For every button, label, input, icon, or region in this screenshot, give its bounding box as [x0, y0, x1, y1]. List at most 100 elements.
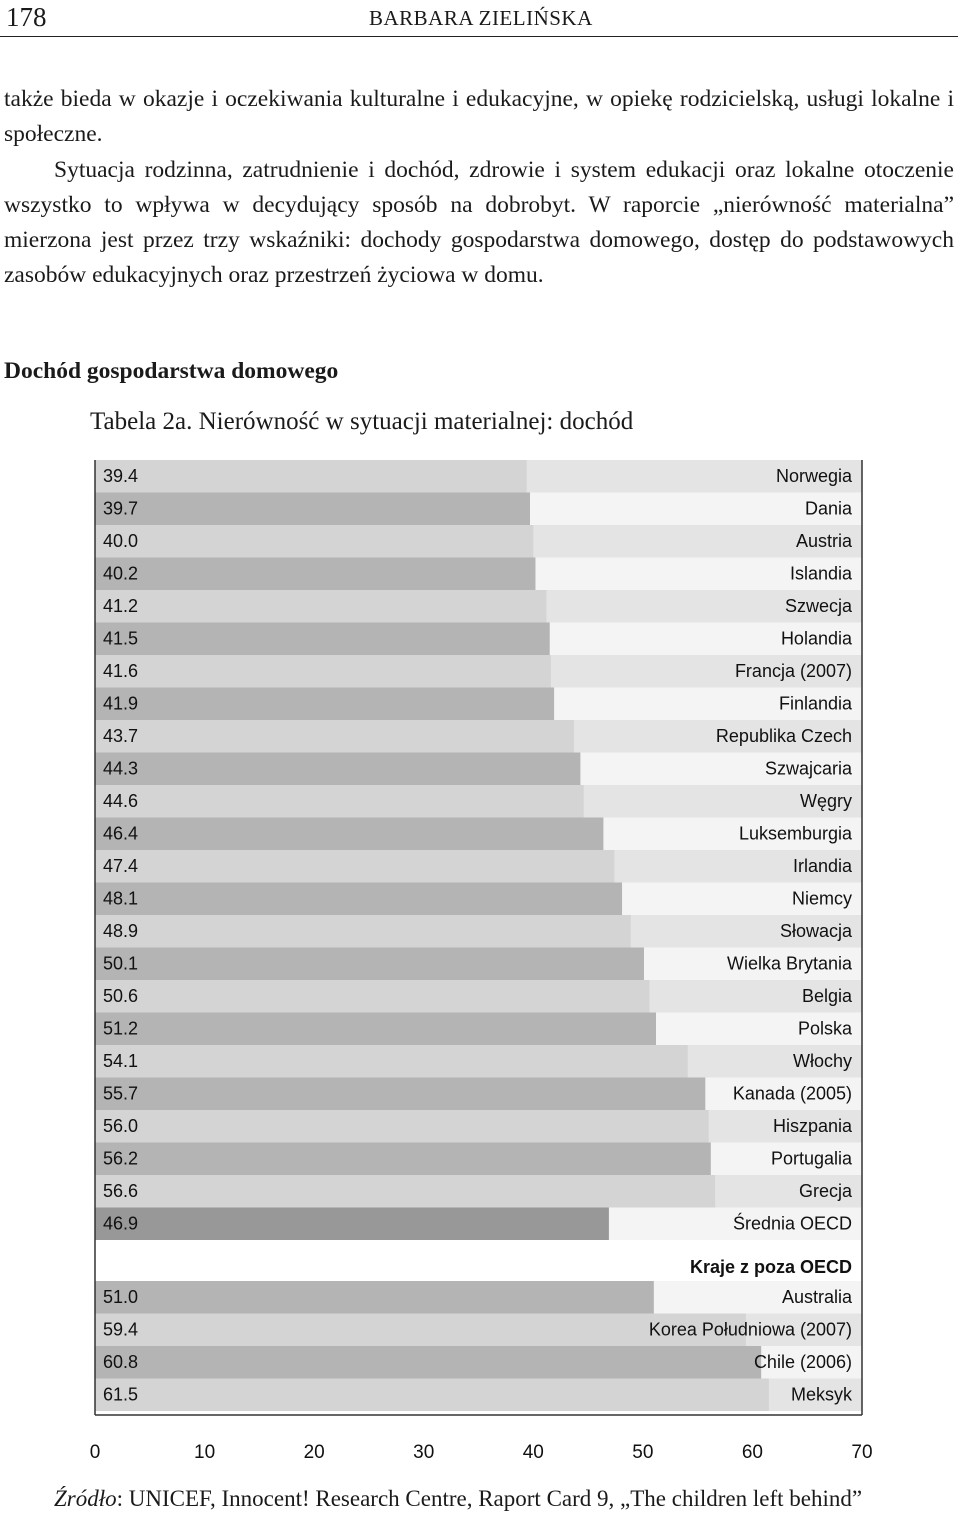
- value-label: 54.1: [103, 1051, 138, 1071]
- non-oecd-heading: Kraje z poza OECD: [690, 1257, 852, 1277]
- x-tick-label: 10: [194, 1442, 215, 1463]
- value-label: 44.3: [103, 759, 138, 779]
- value-label: 50.1: [103, 954, 138, 974]
- bar: [95, 1142, 711, 1175]
- value-label: 59.4: [103, 1320, 138, 1340]
- value-label: 44.6: [103, 791, 138, 811]
- bar: [95, 720, 574, 753]
- value-label: 50.6: [103, 986, 138, 1006]
- value-label: 46.4: [103, 824, 138, 844]
- country-label: Dania: [805, 499, 853, 519]
- country-label: Grecja: [799, 1181, 853, 1201]
- bar: [95, 1281, 654, 1314]
- bar: [95, 460, 527, 493]
- bar: [95, 590, 547, 623]
- body-text: także bieda w okazje i oczekiwania kultu…: [4, 82, 954, 294]
- bar: [95, 1378, 769, 1411]
- country-label: Republika Czech: [716, 726, 852, 746]
- value-label: 56.6: [103, 1181, 138, 1201]
- country-label: Luksemburgia: [739, 824, 853, 844]
- country-label: Szwecja: [785, 596, 853, 616]
- country-label: Szwajcaria: [765, 759, 853, 779]
- country-label: Meksyk: [791, 1385, 853, 1405]
- value-label: 47.4: [103, 856, 138, 876]
- value-label: 60.8: [103, 1352, 138, 1372]
- value-label: 41.5: [103, 629, 138, 649]
- x-tick-label: 40: [523, 1442, 544, 1463]
- country-label: Średnia OECD: [733, 1213, 852, 1234]
- country-label: Norwegia: [776, 466, 853, 486]
- table-caption: Tabela 2a. Nierówność w sytuacji materia…: [90, 408, 634, 435]
- country-label: Australia: [782, 1287, 853, 1307]
- country-label: Islandia: [790, 564, 853, 584]
- value-label: 40.2: [103, 564, 138, 584]
- bar: [95, 752, 581, 785]
- country-label: Słowacja: [780, 921, 853, 941]
- bar: [95, 1207, 609, 1240]
- bar: [95, 1110, 709, 1143]
- bar: [95, 850, 615, 883]
- source-label: Źródło: [54, 1486, 117, 1511]
- paragraph-2: Sytuacja rodzinna, zatrudnienie i dochód…: [4, 156, 954, 289]
- x-tick-label: 70: [851, 1442, 872, 1463]
- bar: [95, 882, 623, 915]
- bar: [95, 557, 536, 590]
- bar: [95, 1012, 657, 1045]
- country-label: Belgia: [802, 986, 853, 1006]
- value-label: 56.2: [103, 1149, 138, 1169]
- country-label: Francja (2007): [735, 661, 852, 681]
- bar: [95, 980, 650, 1013]
- value-label: 46.9: [103, 1214, 138, 1234]
- paragraph-1: także bieda w okazje i oczekiwania kultu…: [4, 86, 954, 148]
- bar: [95, 1346, 762, 1379]
- header-author: BARBARA ZIELIŃSKA: [369, 6, 593, 30]
- page-number: 178: [6, 2, 47, 32]
- value-label: 48.1: [103, 889, 138, 909]
- country-label: Austria: [796, 531, 853, 551]
- value-label: 51.0: [103, 1287, 138, 1307]
- x-tick-label: 30: [413, 1442, 434, 1463]
- section-heading: Dochód gospodarstwa domowego: [4, 358, 339, 384]
- bar: [95, 622, 550, 655]
- country-label: Portugalia: [771, 1149, 853, 1169]
- value-label: 55.7: [103, 1084, 138, 1104]
- bar: [95, 1313, 746, 1346]
- country-label: Włochy: [793, 1051, 852, 1071]
- value-label: 56.0: [103, 1116, 138, 1136]
- country-label: Chile (2006): [754, 1352, 852, 1372]
- country-label: Wielka Brytania: [727, 954, 853, 974]
- x-tick-label: 0: [90, 1442, 101, 1463]
- x-tick-label: 20: [304, 1442, 325, 1463]
- income-inequality-chart: 39.4 Norwegia 39.7 Dania 40.0 Austria 40.2 Isla…: [90, 460, 873, 1463]
- country-label: Holandia: [781, 629, 853, 649]
- bar: [95, 525, 534, 558]
- value-label: 61.5: [103, 1385, 138, 1405]
- bar: [95, 687, 555, 720]
- source-note: Źródło: UNICEF, Innocent! Research Centr…: [54, 1486, 862, 1512]
- value-label: 51.2: [103, 1019, 138, 1039]
- bar: [95, 947, 644, 980]
- bar: [95, 655, 551, 688]
- value-label: 39.4: [103, 466, 138, 486]
- value-label: 48.9: [103, 921, 138, 941]
- source-text: : UNICEF, Innocent! Research Centre, Rap…: [116, 1486, 863, 1511]
- running-head: 178 BARBARA ZIELIŃSKA: [0, 0, 958, 37]
- country-label: Kanada (2005): [733, 1084, 852, 1104]
- value-label: 41.9: [103, 694, 138, 714]
- bar: [95, 492, 530, 525]
- bar: [95, 1045, 688, 1078]
- value-label: 40.0: [103, 531, 138, 551]
- value-label: 43.7: [103, 726, 138, 746]
- bar: [95, 915, 631, 948]
- bar: [95, 785, 584, 818]
- country-label: Węgry: [800, 791, 852, 811]
- country-label: Korea Południowa (2007): [649, 1320, 852, 1340]
- bar: [95, 1175, 716, 1208]
- value-label: 41.2: [103, 596, 138, 616]
- bar: [95, 1077, 706, 1110]
- country-label: Irlandia: [793, 856, 853, 876]
- value-label: 39.7: [103, 499, 138, 519]
- country-label: Niemcy: [792, 889, 852, 909]
- country-label: Hiszpania: [773, 1116, 853, 1136]
- country-label: Polska: [798, 1019, 853, 1039]
